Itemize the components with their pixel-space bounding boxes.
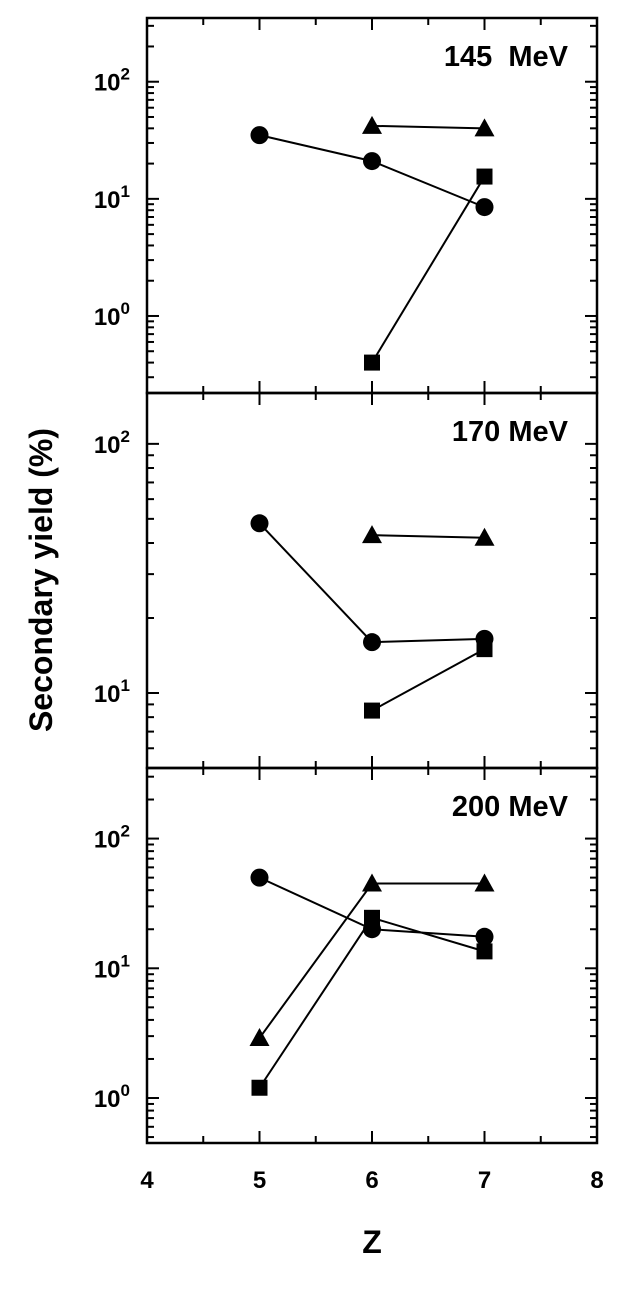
series-line-circle [259,134,485,209]
x-tick-label: 6 [365,1167,378,1194]
data-point-square [364,354,380,371]
y-tick-label: 100 [94,1081,130,1113]
y-tick-label: 102 [94,427,130,459]
data-point-square [364,909,380,926]
data-point-triangle [362,525,382,544]
data-point-circle [250,126,269,145]
y-tick-label: 102 [94,822,130,854]
panel-frame [145,766,599,1145]
panel-title: 200 MeV [452,791,569,823]
data-point-triangle [474,873,495,892]
data-point-triangle [474,527,495,546]
panel-frame [145,16,599,395]
data-point-triangle [362,115,382,134]
data-point-square [476,641,493,658]
data-point-triangle [474,118,495,137]
plot-area: 100 101 102 145 MeV 101 102 170 MeV 100 101 102 20… [94,16,604,1194]
series-line-square [258,916,485,1089]
x-axis-title: Z [362,1224,382,1260]
data-point-circle [363,633,381,652]
data-point-square [364,702,380,719]
data-point-circle [250,868,269,887]
panel-title: 145 MeV [444,41,569,73]
series-line-triangle [371,534,485,539]
data-point-triangle [249,1028,270,1047]
y-axis-title: Secondary yield (%) [23,428,59,732]
x-tick-label: 5 [253,1167,266,1194]
x-tick-label: 7 [478,1167,491,1194]
data-point-circle [250,514,269,533]
panel-3: 100 101 102 200 MeV [94,766,599,1145]
data-point-circle [363,152,381,171]
data-point-circle [475,198,494,217]
panel-title: 170 MeV [452,416,569,448]
y-tick-label: 100 [94,299,130,331]
series-line-square [371,648,485,712]
series-line-square [371,176,486,364]
series-line-triangle [371,124,485,130]
data-point-circle [475,927,494,946]
y-tick-label: 102 [94,65,130,97]
y-tick-label: 101 [94,951,130,983]
x-tick-label: 4 [140,1167,154,1194]
data-point-square [251,1079,268,1096]
x-tick-label: 8 [590,1167,603,1194]
y-tick-label: 101 [94,182,130,214]
data-point-triangle [362,873,382,892]
data-point-square [476,168,493,185]
data-point-square [476,943,493,960]
panel-2: 101 102 170 MeV [94,391,599,770]
panel-1: 100 101 102 145 MeV [94,16,599,395]
y-tick-label: 101 [94,676,130,708]
series-line-triangle [258,882,485,1039]
